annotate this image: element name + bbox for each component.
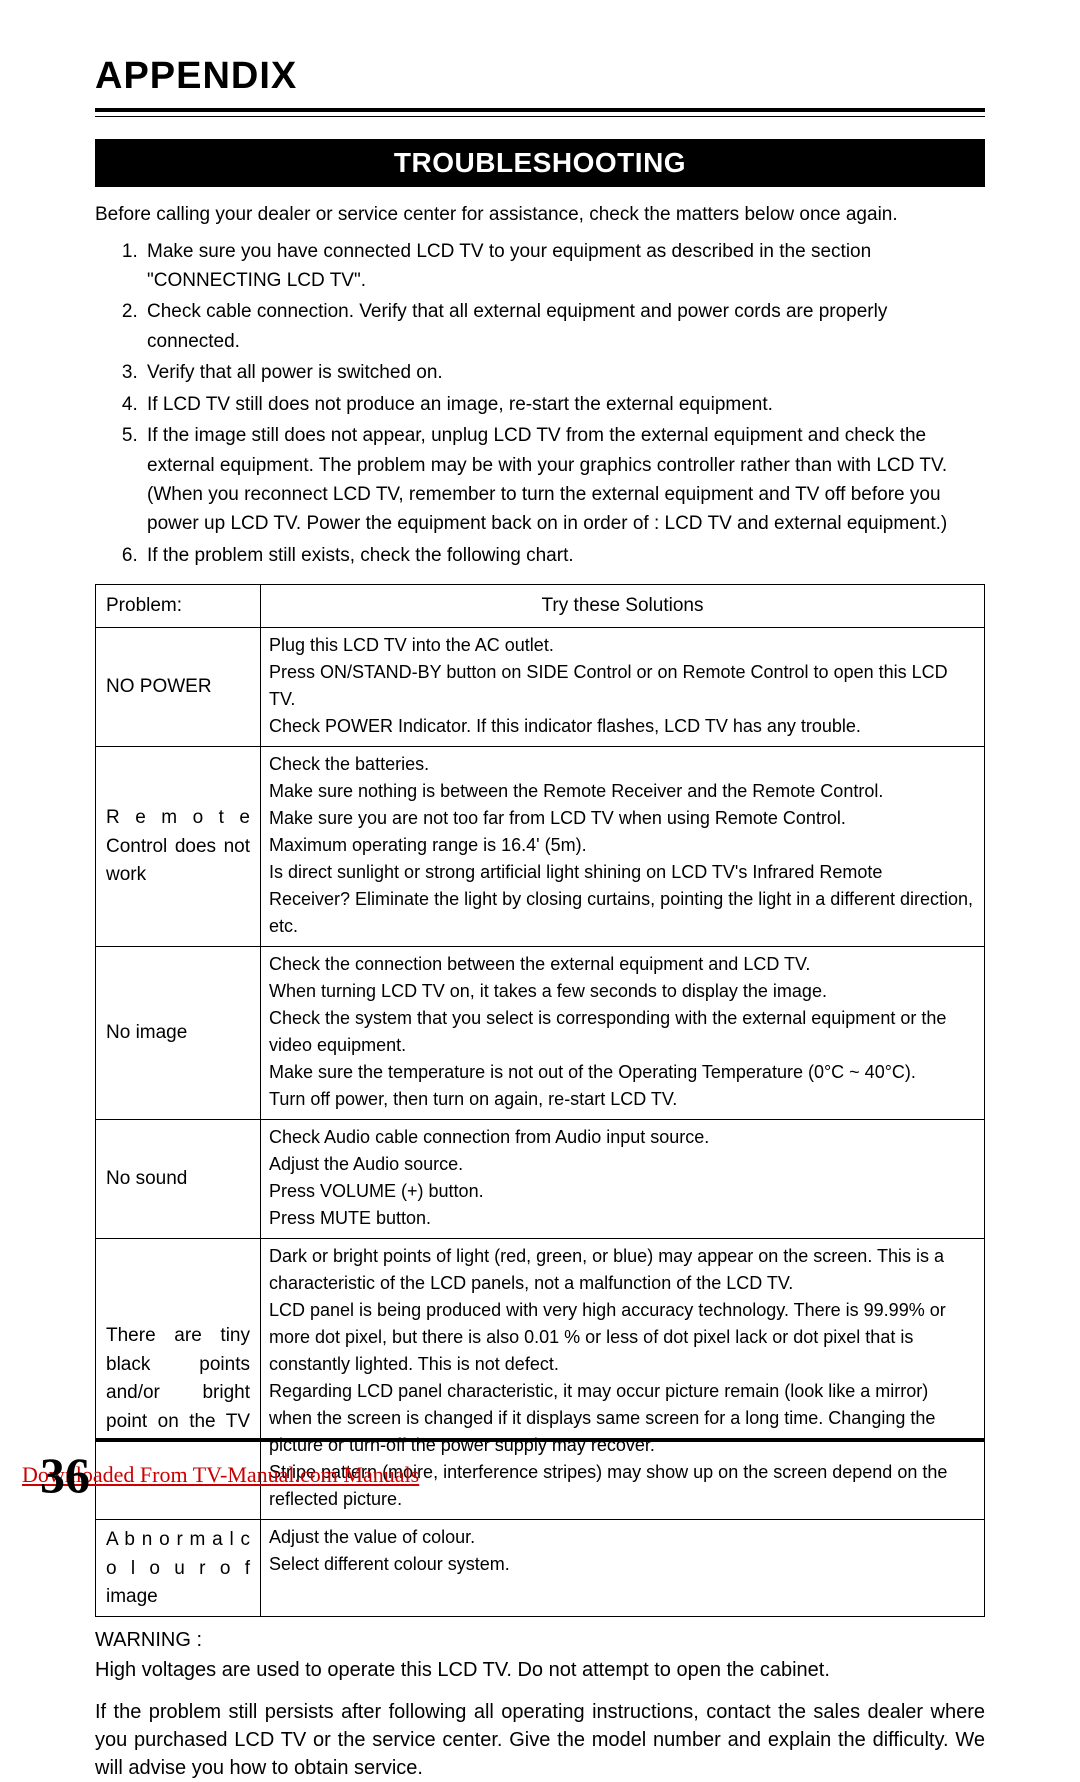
problem-cell: A b n o r m a l c o l o u r o f image (96, 1520, 261, 1617)
page-content: APPENDIX TROUBLESHOOTING Before calling … (0, 0, 1080, 1782)
step-item: Check cable connection. Verify that all … (143, 297, 985, 356)
solution-cell: Adjust the value of colour. Select diffe… (261, 1520, 985, 1617)
problem-cell: R e m o t e Control does not work (96, 747, 261, 947)
table-row: A b n o r m a l c o l o u r o f image Ad… (96, 1520, 985, 1617)
divider-thin (95, 116, 985, 117)
table-row: No image Check the connection between th… (96, 947, 985, 1120)
step-item: Make sure you have connected LCD TV to y… (143, 237, 985, 296)
warning-text-1: High voltages are used to operate this L… (95, 1656, 985, 1684)
table-header-row: Problem: Try these Solutions (96, 585, 985, 628)
warning-text-2: If the problem still persists after foll… (95, 1698, 985, 1782)
problem-cell: No image (96, 947, 261, 1120)
section-banner: TROUBLESHOOTING (95, 139, 985, 187)
col-problem-header: Problem: (96, 585, 261, 628)
page-number: 36 (40, 1446, 90, 1504)
step-item: If the problem still exists, check the f… (143, 541, 985, 570)
problem-cell: NO POWER (96, 628, 261, 747)
solution-cell: Check the batteries. Make sure nothing i… (261, 747, 985, 947)
steps-list: Make sure you have connected LCD TV to y… (95, 237, 985, 571)
table-row: NO POWER Plug this LCD TV into the AC ou… (96, 628, 985, 747)
divider-thick (95, 108, 985, 112)
warning-label: WARNING : (95, 1629, 985, 1652)
bottom-divider (95, 1438, 985, 1442)
solution-cell: Plug this LCD TV into the AC outlet. Pre… (261, 628, 985, 747)
problem-cell: No sound (96, 1120, 261, 1239)
table-row: No sound Check Audio cable connection fr… (96, 1120, 985, 1239)
appendix-heading: APPENDIX (95, 55, 985, 98)
solution-cell: Check Audio cable connection from Audio … (261, 1120, 985, 1239)
table-row: R e m o t e Control does not work Check … (96, 747, 985, 947)
intro-text: Before calling your dealer or service ce… (95, 201, 985, 229)
solution-cell: Check the connection between the externa… (261, 947, 985, 1120)
step-item: If the image still does not appear, unpl… (143, 421, 985, 539)
step-item: Verify that all power is switched on. (143, 358, 985, 387)
col-solution-header: Try these Solutions (261, 585, 985, 628)
step-item: If LCD TV still does not produce an imag… (143, 390, 985, 419)
